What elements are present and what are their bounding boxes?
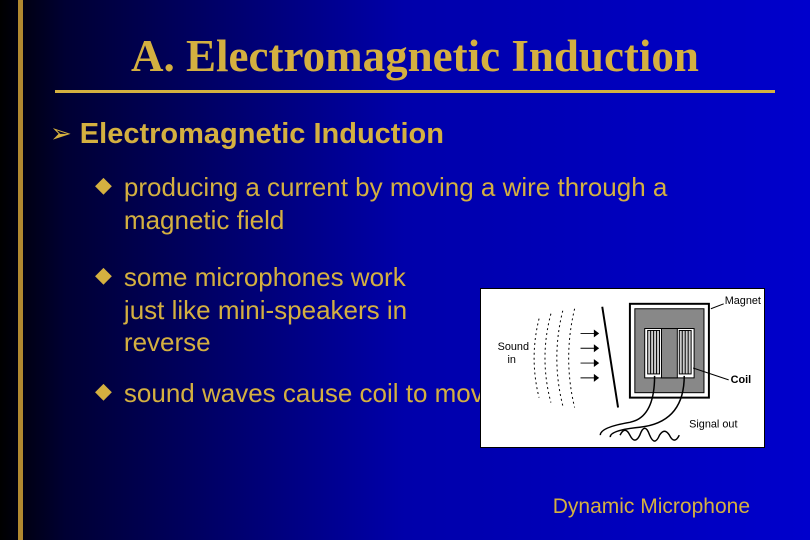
microphone-diagram: Sound in Magnet Coil Signal out	[480, 288, 765, 448]
diamond-icon: ◆	[95, 377, 112, 406]
label-sound-2: in	[507, 354, 515, 366]
slide-title: A. Electromagnetic Induction	[50, 30, 780, 82]
subheading-row: ➢ Electromagnetic Induction	[50, 118, 780, 151]
label-sound-1: Sound	[498, 341, 529, 353]
diamond-icon: ◆	[95, 261, 112, 290]
label-signal: Signal out	[689, 418, 737, 430]
accent-bar	[18, 0, 23, 540]
title-underline	[55, 90, 775, 93]
diagram-caption: Dynamic Microphone	[553, 495, 750, 519]
label-coil: Coil	[731, 374, 752, 386]
diamond-icon: ◆	[95, 171, 112, 200]
subheading-text: Electromagnetic Induction	[80, 118, 444, 151]
bullet-1: ◆ producing a current by moving a wire t…	[95, 171, 780, 236]
bullet-1-text: producing a current by moving a wire thr…	[124, 171, 780, 236]
bullet-2-text: some microphones work just like mini-spe…	[124, 261, 424, 359]
label-magnet: Magnet	[725, 295, 761, 307]
chevron-icon: ➢	[50, 118, 72, 149]
